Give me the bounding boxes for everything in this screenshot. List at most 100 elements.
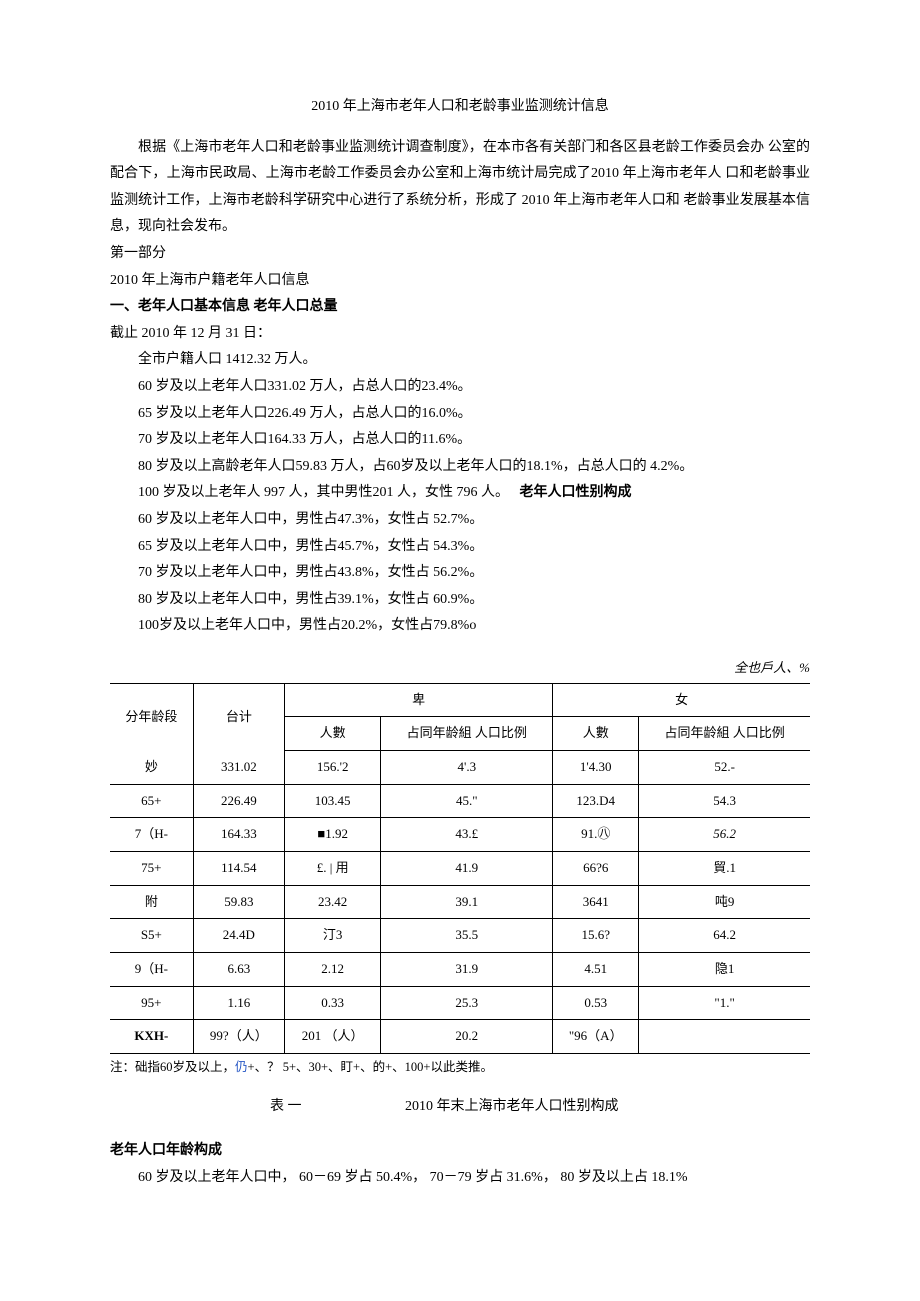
cell: 66?6 <box>553 852 639 886</box>
cell: 15.6? <box>553 919 639 953</box>
th-total: 台计 <box>193 683 284 750</box>
th-female-pct: 占同年龄組 人口比例 <box>639 717 810 751</box>
cell: 9（H- <box>110 953 193 987</box>
stat-line: 70 岁及以上老年人口164.33 万人，占总人口的11.6%。 <box>110 427 810 454</box>
table-unit: 全也戶人、% <box>110 656 810 681</box>
cell: 164.33 <box>193 818 284 852</box>
cell: ■1.92 <box>284 818 380 852</box>
cell: 56.2 <box>639 818 810 852</box>
gender-line: 65 岁及以上老年人口中，男性占45.7%，女性占 54.3%。 <box>110 534 810 561</box>
th-female: 女 <box>553 683 810 717</box>
table-row: KXH- 99?（人） 201 （人） 20.2 "96（A） <box>110 1020 810 1054</box>
cell: 31.9 <box>381 953 553 987</box>
stat-line: 全市户籍人口 1412.32 万人。 <box>110 347 810 374</box>
cell <box>639 1020 810 1054</box>
cell: 39.1 <box>381 885 553 919</box>
cell: 7（H- <box>110 818 193 852</box>
gender-heading: 老年人口性别构成 <box>520 485 632 500</box>
cell: 25.3 <box>381 986 553 1020</box>
cell: 64.2 <box>639 919 810 953</box>
table-caption: 表 一 2010 年末上海市老年人口性别构成 <box>110 1094 810 1121</box>
cell: 0.53 <box>553 986 639 1020</box>
stat-100-text: 100 岁及以上老年人 997 人，其中男性201 人，女性 796 人。 <box>138 485 509 500</box>
cell: 59.83 <box>193 885 284 919</box>
cell: 汀3 <box>284 919 380 953</box>
th-male: 卑 <box>284 683 552 717</box>
cell: 1'4.30 <box>553 750 639 784</box>
stat-line-100: 100 岁及以上老年人 997 人，其中男性201 人，女性 796 人。 老年… <box>110 480 810 507</box>
doc-title: 2010 年上海市老年人口和老龄事业监测统计信息 <box>110 94 810 121</box>
cell: 99?（人） <box>193 1020 284 1054</box>
caption-text: 2010 年末上海市老年人口性别构成 <box>405 1094 619 1121</box>
note-prefix: 注：础指60岁及以上， <box>110 1060 235 1074</box>
cell: 54.3 <box>639 784 810 818</box>
th-male-pct: 占同年龄組 人口比例 <box>381 717 553 751</box>
gender-line: 100岁及以上老年人口中，男性占20.2%，女性占79.8%o <box>110 613 810 640</box>
cell: 附 <box>110 885 193 919</box>
table-note: 注：础指60岁及以上，仍+、？ 5+、30+、盯+、的+、100+以此类推。 <box>110 1056 810 1080</box>
cell: 41.9 <box>381 852 553 886</box>
age-composition-line: 60 岁及以上老年人口中， 60－69 岁占 50.4%， 70－79 岁占 3… <box>110 1165 810 1192</box>
cell: 隐1 <box>639 953 810 987</box>
gender-table: 分年龄段 台计 卑 女 人數 占同年龄組 人口比例 人數 占同年龄組 人口比例 … <box>110 683 810 1055</box>
cell: 2.12 <box>284 953 380 987</box>
cell: 75+ <box>110 852 193 886</box>
cell: 331.02 <box>193 750 284 784</box>
table-row: 附 59.83 23.42 39.1 3641 吨9 <box>110 885 810 919</box>
part-label: 第一部分 <box>110 241 810 268</box>
note-blue: 仍 <box>235 1060 248 1074</box>
table-row: 75+ 114.54 £. | 用 41.9 66?6 貿.1 <box>110 852 810 886</box>
gender-line: 80 岁及以上老年人口中，男性占39.1%，女性占 60.9%。 <box>110 587 810 614</box>
table-row: S5+ 24.4D 汀3 35.5 15.6? 64.2 <box>110 919 810 953</box>
cell: 24.4D <box>193 919 284 953</box>
cell: 123.D4 <box>553 784 639 818</box>
cell: 103.45 <box>284 784 380 818</box>
cell: 91.㊇ <box>553 818 639 852</box>
caption-number: 表 一 <box>270 1094 302 1121</box>
th-male-count: 人數 <box>284 717 380 751</box>
cell: 6.63 <box>193 953 284 987</box>
table-row: 7（H- 164.33 ■1.92 43.£ 91.㊇ 56.2 <box>110 818 810 852</box>
cell: 226.49 <box>193 784 284 818</box>
cell: 1.16 <box>193 986 284 1020</box>
table-row: 65+ 226.49 103.45 45." 123.D4 54.3 <box>110 784 810 818</box>
cell: 0.33 <box>284 986 380 1020</box>
cell: S5+ <box>110 919 193 953</box>
th-age: 分年龄段 <box>110 683 193 750</box>
stat-line: 65 岁及以上老年人口226.49 万人，占总人口的16.0%。 <box>110 401 810 428</box>
cell: 45." <box>381 784 553 818</box>
gender-line: 60 岁及以上老年人口中，男性占47.3%，女性占 52.7%。 <box>110 507 810 534</box>
cell: 妙 <box>110 750 193 784</box>
section-1-heading: 一、老年人口基本信息 老年人口总量 <box>110 294 810 321</box>
table-row: 9（H- 6.63 2.12 31.9 4.51 隐1 <box>110 953 810 987</box>
cell: 4'.3 <box>381 750 553 784</box>
cell: 23.42 <box>284 885 380 919</box>
part-title: 2010 年上海市户籍老年人口信息 <box>110 268 810 295</box>
cell: "1." <box>639 986 810 1020</box>
cell: 114.54 <box>193 852 284 886</box>
cell: 吨9 <box>639 885 810 919</box>
table-row: 95+ 1.16 0.33 25.3 0.53 "1." <box>110 986 810 1020</box>
cell: KXH- <box>110 1020 193 1054</box>
gender-line: 70 岁及以上老年人口中，男性占43.8%，女性占 56.2%。 <box>110 560 810 587</box>
cell: 156.'2 <box>284 750 380 784</box>
age-section-heading: 老年人口年龄构成 <box>110 1138 810 1165</box>
cell: 43.£ <box>381 818 553 852</box>
cell: 貿.1 <box>639 852 810 886</box>
cell: 201 （人） <box>284 1020 380 1054</box>
cell: 52.- <box>639 750 810 784</box>
as-of-line: 截止 2010 年 12 月 31 日： <box>110 321 810 348</box>
cell: 3641 <box>553 885 639 919</box>
table-row: 妙 331.02 156.'2 4'.3 1'4.30 52.- <box>110 750 810 784</box>
note-suffix: +、？ 5+、30+、盯+、的+、100+以此类推。 <box>248 1060 493 1074</box>
cell: 4.51 <box>553 953 639 987</box>
cell: £. | 用 <box>284 852 380 886</box>
cell: 65+ <box>110 784 193 818</box>
th-female-count: 人數 <box>553 717 639 751</box>
intro-paragraph: 根据《上海市老年人口和老龄事业监测统计调查制度》，在本市各有关部门和各区县老龄工… <box>110 135 810 241</box>
stat-line: 60 岁及以上老年人口331.02 万人，占总人口的23.4%。 <box>110 374 810 401</box>
stat-line: 80 岁及以上高龄老年人口59.83 万人，占60岁及以上老年人口的18.1%，… <box>110 454 810 481</box>
cell: "96（A） <box>553 1020 639 1054</box>
cell: 35.5 <box>381 919 553 953</box>
cell: 95+ <box>110 986 193 1020</box>
